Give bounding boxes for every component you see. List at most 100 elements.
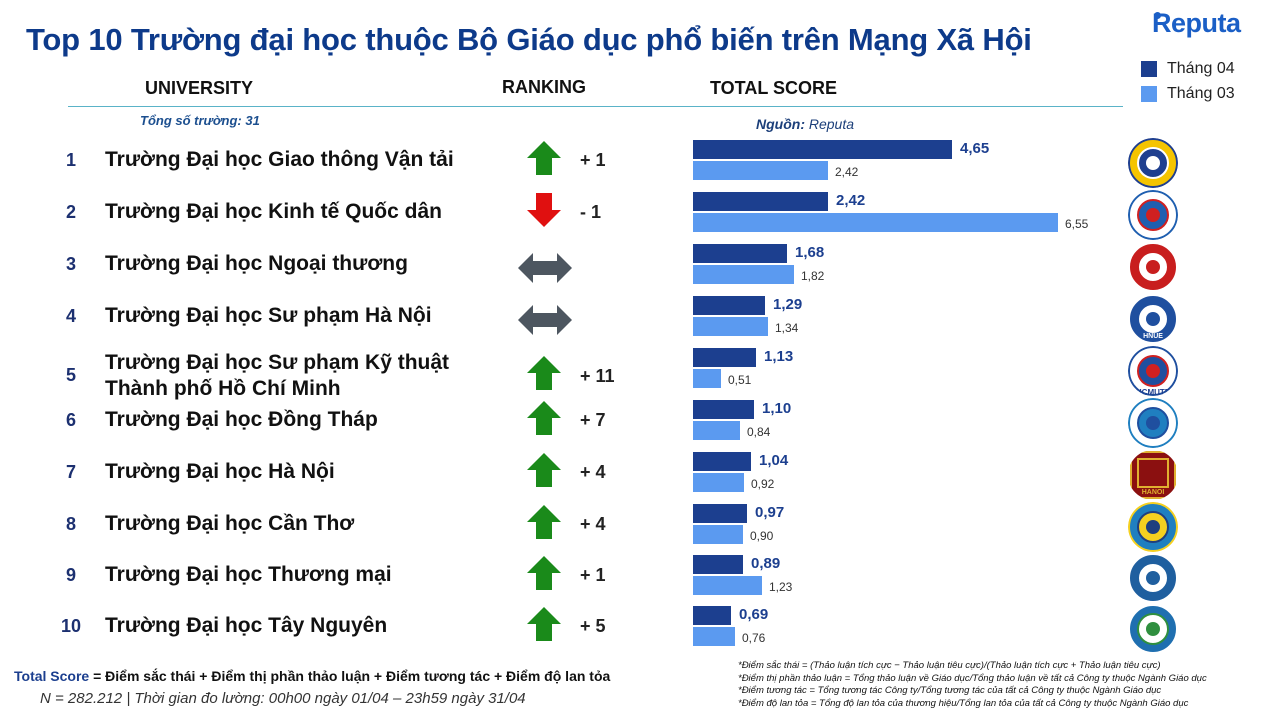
bar-previous <box>693 473 744 492</box>
neu-logo-icon <box>1128 190 1178 240</box>
brand-logo: Reputa <box>1152 8 1241 38</box>
brand-dot-icon <box>1154 12 1161 19</box>
tmu-logo-icon <box>1128 553 1178 603</box>
rank-change: - 1 <box>580 202 602 222</box>
legend-label-previous: Tháng 03 <box>1167 84 1235 102</box>
table-row: 7 Trường Đại học Hà Nội + 4 1,04 0,92 HANOI <box>0 450 1280 502</box>
university-name-line: Thành phố Hồ Chí Minh <box>105 377 341 400</box>
bar-label-current: 0,89 <box>751 555 781 572</box>
arrow-up-icon <box>527 141 561 180</box>
footnote: *Điểm thị phần thảo luận = Tổng thảo luậ… <box>738 672 1207 684</box>
bar-current <box>693 452 751 471</box>
bar-current <box>693 400 754 419</box>
rank-number: 3 <box>65 254 76 274</box>
hcmute-logo-icon: HCMUTE <box>1128 346 1178 396</box>
university-name-line: Trường Đại học Giao thông Vận tải <box>105 148 454 171</box>
university-name-line: Trường Đại học Sư phạm Hà Nội <box>105 304 432 327</box>
bar-previous <box>693 525 743 544</box>
bar-label-previous: 0,90 <box>750 529 774 543</box>
svg-text:HNUE: HNUE <box>1143 333 1163 340</box>
table-row: 2 Trường Đại học Kinh tế Quốc dân - 1 2,42 6… <box>0 190 1280 242</box>
chart-legend: Tháng 04 Tháng 03 <box>1141 56 1235 106</box>
university-name: Trường Đại học Sư phạm Kỹ thuật Thành phố… <box>105 350 449 402</box>
footnote: *Điểm tương tác = Tổng tương tác Công ty… <box>738 685 1162 696</box>
rank-number: 4 <box>65 306 76 326</box>
arrow-up-icon <box>527 453 561 492</box>
bar-label-current: 0,97 <box>755 504 785 521</box>
source-label: Nguồn: <box>756 116 805 132</box>
svg-text:HANOI: HANOI <box>1142 489 1165 496</box>
arrow-up-icon <box>527 607 561 646</box>
bar-label-previous: 1,34 <box>775 321 799 335</box>
bar-current <box>693 296 765 315</box>
table-row: 10 Trường Đại học Tây Nguyên + 5 0,69 0,76 <box>0 604 1280 656</box>
rank-change: + 5 <box>580 616 606 636</box>
university-name-line: Trường Đại học Thương mại <box>105 563 392 586</box>
footnotes: *Điểm sắc thái = (Thảo luận tích cực − T… <box>738 660 1207 710</box>
source-note: Nguồn: Reputa <box>756 116 854 132</box>
bar-previous <box>693 265 794 284</box>
rank-number: 6 <box>65 410 76 430</box>
rank-number: 9 <box>65 565 76 585</box>
column-header-total-score: TOTAL SCORE <box>710 78 838 98</box>
university-name: Trường Đại học Đồng Tháp <box>105 407 378 433</box>
column-header-ranking: RANKING <box>502 77 586 97</box>
rank-number: 7 <box>65 462 76 482</box>
rank-number: 5 <box>65 365 76 385</box>
bar-current <box>693 348 756 367</box>
university-name: Trường Đại học Sư phạm Hà Nội <box>105 303 432 329</box>
sample-note: N = 282.212 | Thời gian đo lường: 00h00 … <box>40 690 526 707</box>
ctu-logo-icon <box>1128 502 1178 552</box>
arrow-down-icon <box>527 193 561 232</box>
rank-change: + 7 <box>580 410 606 430</box>
page-title: Top 10 Trường đại học thuộc Bộ Giáo dục … <box>26 22 1032 57</box>
bar-label-current: 0,69 <box>739 606 769 623</box>
table-row: 6 Trường Đại học Đồng Tháp + 7 1,10 0,84 <box>0 398 1280 450</box>
column-header-university: UNIVERSITY <box>145 78 254 98</box>
bar-label-previous: 1,23 <box>769 580 793 594</box>
bar-current <box>693 606 731 625</box>
bar-label-previous: 1,82 <box>801 269 825 283</box>
legend-swatch-current <box>1141 60 1157 77</box>
bar-label-previous: 2,42 <box>835 165 859 179</box>
bar-label-current: 1,29 <box>773 296 803 313</box>
table-row: 5 Trường Đại học Sư phạm Kỹ thuật Thành ph… <box>0 346 1280 400</box>
total-score-formula: Total Score = Điểm sắc thái + Điểm thị p… <box>14 668 610 684</box>
bar-label-current: 1,04 <box>759 452 789 469</box>
bar-previous <box>693 161 828 180</box>
university-name-line: Trường Đại học Sư phạm Kỹ thuật <box>105 351 450 374</box>
bar-label-current: 1,10 <box>762 400 792 417</box>
bar-previous <box>693 213 1058 232</box>
bar-label-current: 2,42 <box>836 192 866 209</box>
bar-current <box>693 244 787 263</box>
utc-logo-icon <box>1128 138 1178 188</box>
bar-previous <box>693 421 740 440</box>
header-divider <box>68 106 1123 107</box>
hanu-logo-icon: HANOI <box>1128 450 1178 500</box>
bar-label-current: 1,13 <box>764 348 794 365</box>
arrow-left-right-icon <box>517 252 573 289</box>
university-name-line: Trường Đại học Kinh tế Quốc dân <box>105 200 442 223</box>
footnote: *Điểm sắc thái = (Thảo luận tích cực − T… <box>738 660 1161 671</box>
source-value: Reputa <box>808 116 855 132</box>
bar-label-previous: 0,76 <box>742 631 766 645</box>
university-name: Trường Đại học Thương mại <box>105 562 392 588</box>
bar-current <box>693 140 952 159</box>
university-name: Trường Đại học Kinh tế Quốc dân <box>105 199 442 225</box>
table-row: 4 Trường Đại học Sư phạm Hà Nội 1,29 1,34 HN… <box>0 294 1280 346</box>
university-name-line: Trường Đại học Tây Nguyên <box>105 614 388 637</box>
svg-text:HCMUTE: HCMUTE <box>1136 388 1171 396</box>
bar-previous <box>693 369 721 388</box>
university-name-line: Trường Đại học Đồng Tháp <box>105 408 378 431</box>
arrow-left-right-icon <box>517 304 573 341</box>
bar-current <box>693 555 743 574</box>
bar-label-previous: 6,55 <box>1065 217 1089 231</box>
formula-definition: = Điểm sắc thái + Điểm thị phần thảo luậ… <box>89 668 611 684</box>
arrow-up-icon <box>527 356 561 395</box>
arrow-up-icon <box>527 505 561 544</box>
university-name: Trường Đại học Giao thông Vận tải <box>105 147 454 173</box>
arrow-up-icon <box>527 556 561 595</box>
university-name: Trường Đại học Cần Thơ <box>105 511 354 537</box>
footnote: *Điểm độ lan tỏa = Tổng độ lan tỏa của t… <box>738 697 1189 709</box>
legend-label-current: Tháng 04 <box>1167 59 1235 77</box>
